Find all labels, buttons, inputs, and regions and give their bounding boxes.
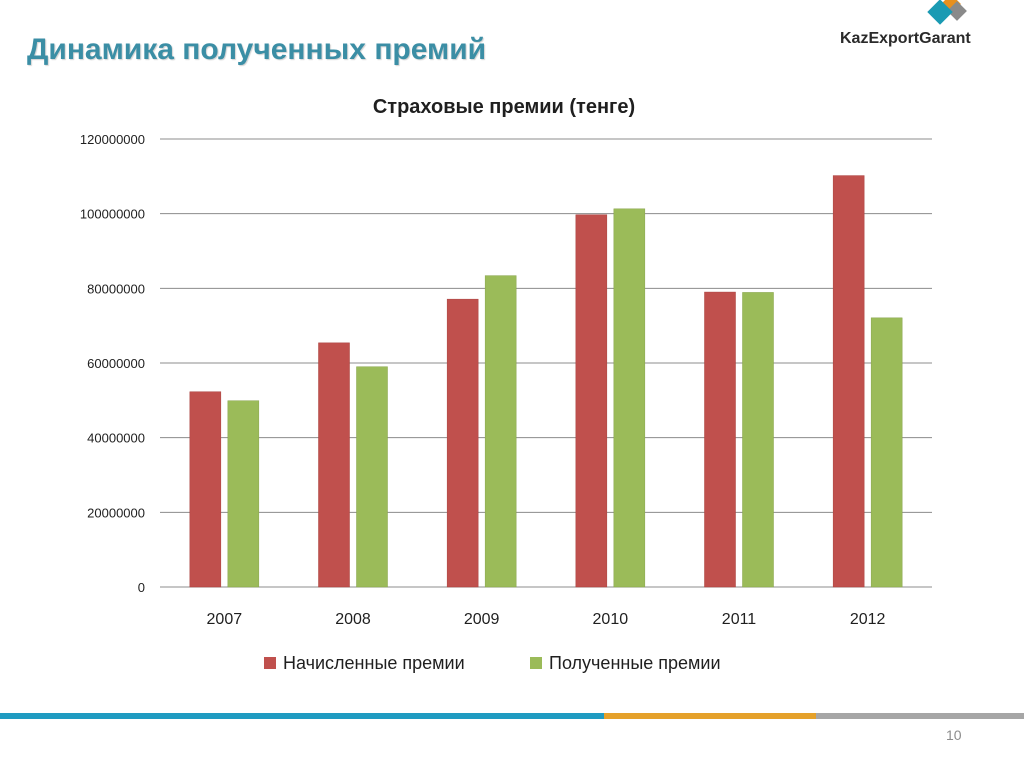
legend-swatch [530,657,542,669]
footer-bar-orange [604,713,816,719]
x-tick-label: 2007 [207,611,243,628]
bar-accrued-2009 [446,298,479,588]
bar-accrued-2007 [189,391,222,588]
bar-accrued-2010 [575,214,608,588]
bar-accrued-2011 [704,291,736,588]
x-tick-label: 2012 [850,611,886,628]
gridlines [160,138,932,588]
bar-received-2011 [742,292,774,588]
bar-received-2008 [356,366,388,588]
y-tick-label: 40000000 [87,431,145,446]
footer-bar-blue [0,713,604,719]
logo-diamond-icon [927,0,967,25]
y-tick-label: 80000000 [87,281,145,296]
bar-received-2010 [613,208,646,588]
bar-accrued-2012 [832,175,865,588]
x-tick-label: 2010 [593,611,629,628]
y-tick-label: 20000000 [87,505,145,520]
slide-title: Динамика полученных премий [27,33,487,66]
logo-text: KazExportGarant [840,30,971,47]
y-axis-ticks: 0 20000000 40000000 60000000 80000000 1000000… [80,132,145,595]
bars [189,175,903,588]
y-tick-label: 100000000 [80,207,145,222]
y-tick-label: 0 [138,580,145,595]
bar-accrued-2008 [318,342,350,588]
y-tick-label: 60000000 [87,356,145,371]
company-logo: KazExportGarant [840,0,980,52]
bar-received-2012 [870,317,903,588]
footer-bar-gray [816,713,1024,719]
bar-received-2007 [227,400,260,588]
legend-swatch [264,657,276,669]
x-tick-label: 2008 [335,611,371,628]
x-axis-ticks: 2007 2008 2009 2010 2011 2012 [207,611,886,628]
bar-received-2009 [484,275,517,588]
page-number: 10 [946,727,962,743]
legend: Начисленные премии Полученные премии [264,653,721,673]
legend-label: Полученные премии [549,653,721,673]
bar-chart: Страховые премии (тенге) 0 20000000 400000… [80,96,932,673]
chart-title: Страховые премии (тенге) [373,96,635,118]
y-tick-label: 120000000 [80,132,145,147]
x-tick-label: 2011 [722,611,757,628]
legend-label: Начисленные премии [283,653,465,673]
x-tick-label: 2009 [464,611,500,628]
